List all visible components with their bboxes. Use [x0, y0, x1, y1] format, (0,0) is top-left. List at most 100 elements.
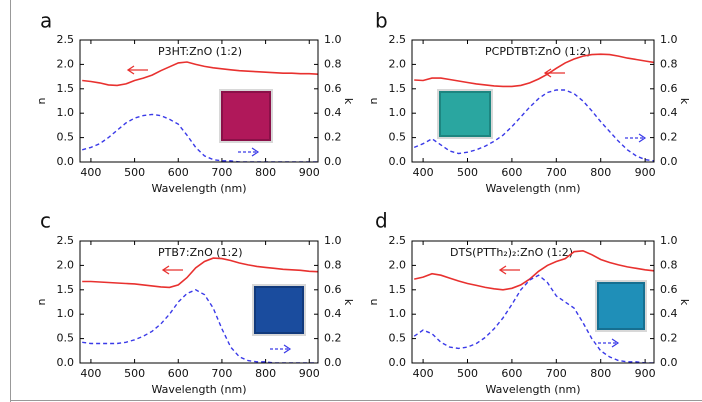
panel-title: P3HT:ZnO (1:2) [158, 45, 242, 58]
x-tick-label: 400 [80, 166, 101, 179]
k-curve [82, 113, 318, 162]
n-axis-arrowhead [161, 265, 170, 275]
x-tick-label: 400 [413, 166, 434, 179]
x-axis-label: Wavelength (nm) [485, 383, 580, 396]
y-axis-label: n [35, 298, 48, 305]
y-axis-label: n [35, 97, 48, 104]
panel-title: PTB7:ZnO (1:2) [158, 246, 243, 259]
y-tick-label: 1.5 [389, 283, 407, 296]
x-axis-label: Wavelength (nm) [485, 182, 580, 195]
n-curve [414, 53, 654, 88]
sample-photo-film [221, 91, 271, 141]
panel-letter: a [40, 9, 52, 33]
k-axis-arrowhead [251, 147, 260, 157]
sample-photo-film [439, 91, 491, 137]
axes-frame [411, 39, 655, 163]
panel: c PTB7:ZnO (1:2) 400 500 600 700 800 900 0.0 0.5 1… [35, 209, 355, 397]
y2-tick-label: 0.4 [660, 307, 678, 320]
x-tick-label: 500 [457, 367, 478, 380]
plot-area [82, 257, 318, 363]
panel-letter: c [40, 209, 51, 233]
y-tick-label: 1.5 [57, 283, 75, 296]
y2-tick-label: 0.6 [660, 283, 678, 296]
y2-tick-label: 0.6 [324, 82, 342, 95]
x-tick-label: 900 [299, 367, 320, 380]
y2-tick-label: 0.8 [660, 57, 678, 70]
y2-tick-label: 0.2 [660, 332, 678, 345]
x-tick-label: 600 [168, 166, 189, 179]
x-tick-label: 800 [255, 166, 276, 179]
y-tick-label: 0.0 [389, 356, 407, 369]
y2-tick-label: 0.8 [324, 57, 342, 70]
y2-tick-label: 1.0 [660, 33, 678, 46]
y-tick-label: 0.5 [389, 332, 407, 345]
y2-axis-label: k [342, 98, 355, 105]
axes-frame [411, 240, 655, 364]
y-tick-label: 2.5 [389, 234, 407, 247]
y-tick-label: 0.5 [389, 131, 407, 144]
x-tick-label: 900 [299, 166, 320, 179]
y2-axis-label: k [678, 299, 691, 306]
axes-frame [79, 39, 319, 163]
plot-area [82, 61, 318, 162]
sample-photo-film [597, 282, 645, 330]
y2-tick-label: 0.0 [660, 356, 678, 369]
y-tick-label: 1.0 [57, 307, 75, 320]
y-tick-label: 0.0 [57, 155, 75, 168]
panel: a P3HT:ZnO (1:2) 400 500 600 700 800 900 0.0 0.5 1… [35, 9, 355, 196]
x-tick-label: 500 [124, 166, 145, 179]
x-tick-label: 800 [590, 166, 611, 179]
x-tick-label: 900 [635, 166, 656, 179]
y-tick-label: 0.0 [389, 155, 407, 168]
x-tick-label: 800 [590, 367, 611, 380]
x-tick-label: 700 [546, 166, 567, 179]
n-axis-arrowhead [543, 68, 552, 78]
y-axis-label: n [367, 97, 380, 104]
y2-tick-label: 0.0 [660, 155, 678, 168]
y2-tick-label: 0.0 [324, 155, 342, 168]
x-tick-label: 700 [211, 367, 232, 380]
y2-axis-label: k [342, 299, 355, 306]
y2-tick-label: 0.2 [660, 131, 678, 144]
x-axis-label: Wavelength (nm) [151, 383, 246, 396]
x-tick-label: 900 [635, 367, 656, 380]
y-tick-label: 1.5 [389, 82, 407, 95]
panel-title: DTS(PTTh₂)₂:ZnO (1:2) [450, 246, 573, 259]
n-curve [414, 249, 654, 291]
n-curve [82, 257, 318, 289]
y2-tick-label: 0.6 [660, 82, 678, 95]
y-tick-label: 0.0 [57, 356, 75, 369]
y-tick-label: 2.5 [57, 234, 75, 247]
y-tick-label: 2.5 [57, 33, 75, 46]
y-axis-label: n [367, 298, 380, 305]
x-tick-label: 700 [546, 367, 567, 380]
y-tick-label: 2.0 [389, 57, 407, 70]
k-axis-arrowhead [611, 338, 620, 348]
k-axis-arrowhead [283, 344, 292, 354]
x-tick-label: 400 [80, 367, 101, 380]
y-tick-label: 2.0 [57, 57, 75, 70]
x-axis-label: Wavelength (nm) [151, 182, 246, 195]
n-axis-arrowhead [126, 65, 135, 75]
x-tick-label: 500 [457, 166, 478, 179]
y-tick-label: 1.0 [389, 106, 407, 119]
x-tick-label: 700 [211, 166, 232, 179]
plot-area [413, 53, 654, 162]
n-curve [82, 61, 318, 87]
y2-tick-label: 0.4 [324, 307, 342, 320]
panel-letter: b [375, 9, 388, 33]
y2-tick-label: 0.2 [324, 131, 342, 144]
sample-photo-film [254, 286, 304, 334]
x-tick-label: 600 [168, 367, 189, 380]
y-tick-label: 2.0 [57, 258, 75, 271]
y2-tick-label: 1.0 [660, 234, 678, 247]
y2-tick-label: 0.4 [660, 106, 678, 119]
x-tick-label: 500 [124, 367, 145, 380]
y2-tick-label: 1.0 [324, 33, 342, 46]
y2-tick-label: 0.6 [324, 283, 342, 296]
axes-frame [79, 240, 319, 364]
y-tick-label: 1.0 [389, 307, 407, 320]
panel: d DTS(PTTh₂)₂:ZnO (1:2) 400 500 600 700 800 900… [367, 209, 691, 397]
